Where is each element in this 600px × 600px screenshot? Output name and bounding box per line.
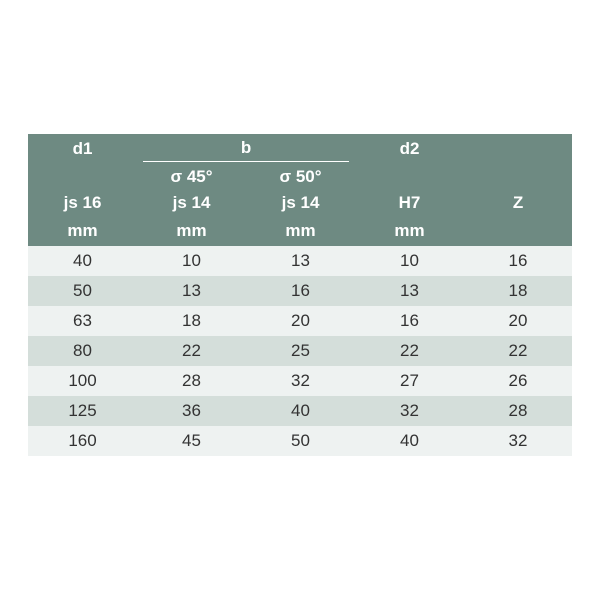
cell-d2: 13	[355, 276, 464, 306]
table-row: 12536403228	[28, 396, 572, 426]
hdr-d1-tol: js 16	[28, 190, 137, 216]
cell-b45: 18	[137, 306, 246, 336]
table-row: 5013161318	[28, 276, 572, 306]
cell-b50: 13	[246, 246, 355, 276]
table-row: 10028322726	[28, 366, 572, 396]
cell-d2: 32	[355, 396, 464, 426]
cell-b50: 25	[246, 336, 355, 366]
hdr-b-rule	[143, 161, 349, 162]
cell-d2: 10	[355, 246, 464, 276]
cell-d2: 22	[355, 336, 464, 366]
cell-b45: 22	[137, 336, 246, 366]
cell-d1: 100	[28, 366, 137, 396]
hdr-z-blank1	[464, 134, 572, 164]
hdr-d2-unit: mm	[355, 216, 464, 246]
cell-b45: 13	[137, 276, 246, 306]
table-body: 4010131016501316131863182016208022252222…	[28, 246, 572, 456]
cell-d1: 125	[28, 396, 137, 426]
hdr-z: Z	[464, 190, 572, 216]
hdr-d2-tol: H7	[355, 190, 464, 216]
cell-b50: 20	[246, 306, 355, 336]
cell-z: 28	[464, 396, 572, 426]
cell-d1: 80	[28, 336, 137, 366]
cell-z: 26	[464, 366, 572, 396]
hdr-b50-unit: mm	[246, 216, 355, 246]
hdr-b-group: b	[137, 134, 355, 164]
cell-b45: 36	[137, 396, 246, 426]
cell-b45: 10	[137, 246, 246, 276]
hdr-d1-blank	[28, 164, 137, 190]
cell-b50: 50	[246, 426, 355, 456]
cell-z: 22	[464, 336, 572, 366]
table-header: d1 b d2 σ 45° σ 50° js 16 js 14 js 14 H7…	[28, 134, 572, 246]
hdr-b-label: b	[241, 134, 251, 164]
cell-d1: 40	[28, 246, 137, 276]
hdr-z-blank2	[464, 164, 572, 190]
cell-d1: 63	[28, 306, 137, 336]
cell-b50: 40	[246, 396, 355, 426]
table-row: 16045504032	[28, 426, 572, 456]
hdr-b50-tol: js 14	[246, 190, 355, 216]
table-row: 8022252222	[28, 336, 572, 366]
cell-z: 18	[464, 276, 572, 306]
cell-z: 20	[464, 306, 572, 336]
hdr-d1: d1	[28, 134, 137, 164]
hdr-b45-tol: js 14	[137, 190, 246, 216]
cell-d1: 50	[28, 276, 137, 306]
spec-table: d1 b d2 σ 45° σ 50° js 16 js 14 js 14 H7…	[28, 134, 572, 456]
cell-d2: 40	[355, 426, 464, 456]
hdr-d2: d2	[355, 134, 464, 164]
cell-d2: 16	[355, 306, 464, 336]
table-row: 6318201620	[28, 306, 572, 336]
hdr-d2-blank	[355, 164, 464, 190]
hdr-d1-unit: mm	[28, 216, 137, 246]
cell-b50: 16	[246, 276, 355, 306]
cell-b45: 45	[137, 426, 246, 456]
cell-z: 16	[464, 246, 572, 276]
cell-d2: 27	[355, 366, 464, 396]
hdr-z-unit	[464, 216, 572, 246]
cell-z: 32	[464, 426, 572, 456]
hdr-sigma50: σ 50°	[246, 164, 355, 190]
table-row: 4010131016	[28, 246, 572, 276]
cell-b50: 32	[246, 366, 355, 396]
hdr-sigma45: σ 45°	[137, 164, 246, 190]
hdr-b45-unit: mm	[137, 216, 246, 246]
cell-b45: 28	[137, 366, 246, 396]
cell-d1: 160	[28, 426, 137, 456]
